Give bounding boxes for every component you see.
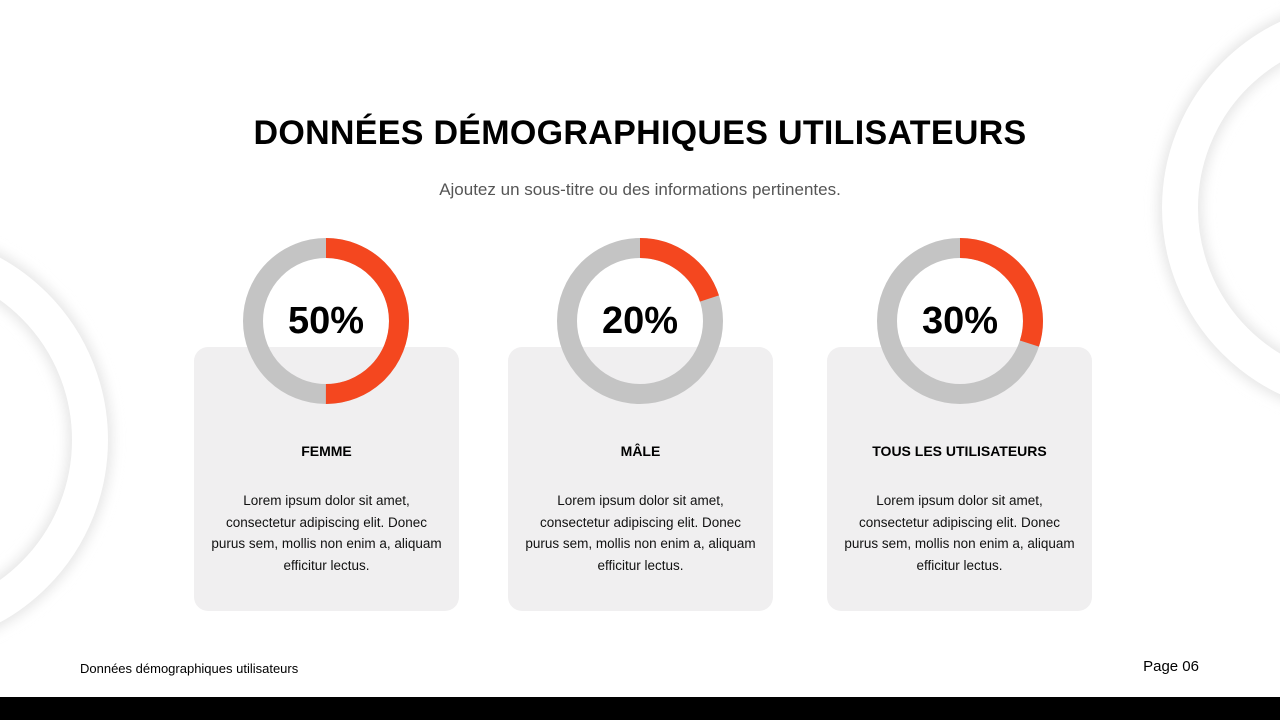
donut-value-label: 50% <box>287 300 365 342</box>
donut-value-arc <box>877 238 1043 404</box>
footer-title: Données démographiques utilisateurs <box>80 661 299 676</box>
slide-subtitle: Ajoutez un sous-titre ou des information… <box>439 180 841 199</box>
donut-value-arc <box>557 238 723 404</box>
bottom-bar <box>0 697 1280 720</box>
donut-chart-femme: 50% <box>243 238 409 404</box>
decorative-ring-right <box>1158 17 1280 399</box>
card-label: FEMME <box>301 443 352 459</box>
donut-svg <box>557 238 723 404</box>
card-label: MÂLE <box>620 443 661 459</box>
donut-chart-male: 20% <box>557 238 723 404</box>
donut-svg <box>243 238 409 404</box>
card-text: Lorem ipsum dolor sit amet, consectetur … <box>211 493 442 573</box>
donut-value-label: 30% <box>921 300 999 342</box>
card-text: Lorem ipsum dolor sit amet, consectetur … <box>844 493 1075 573</box>
decorative-ring-left <box>0 253 112 627</box>
donut-value-arc <box>243 238 409 404</box>
card-label: TOUS LES UTILISATEURS <box>872 443 1047 459</box>
donut-chart-all-users: 30% <box>877 238 1043 404</box>
slide-title: DONNÉES DÉMOGRAPHIQUES UTILISATEURS <box>253 114 1027 152</box>
page-number: Page 06 <box>1143 658 1199 675</box>
donut-value-label: 20% <box>601 300 679 342</box>
card-text: Lorem ipsum dolor sit amet, consectetur … <box>525 493 756 573</box>
donut-svg <box>877 238 1043 404</box>
